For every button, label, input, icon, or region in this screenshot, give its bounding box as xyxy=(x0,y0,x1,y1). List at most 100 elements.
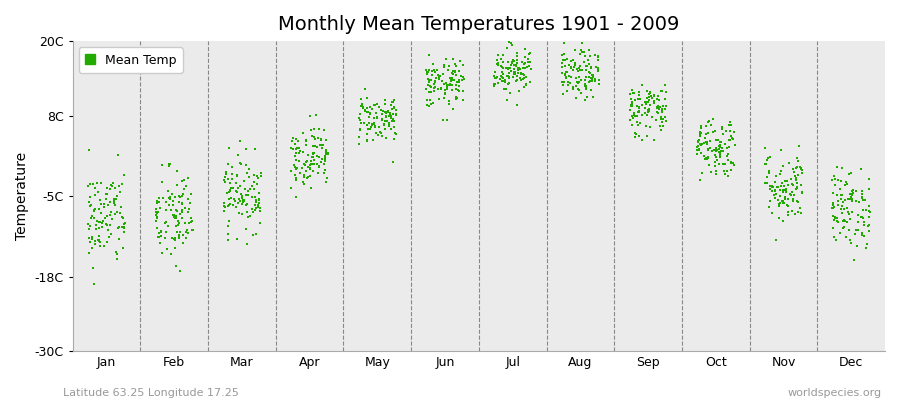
Point xyxy=(856,197,870,203)
Point xyxy=(85,236,99,242)
Point xyxy=(251,202,266,208)
Point xyxy=(303,165,318,171)
Point xyxy=(702,118,716,125)
Point xyxy=(795,170,809,176)
Point xyxy=(701,145,716,152)
Point xyxy=(352,134,366,140)
Point xyxy=(834,178,849,184)
Point xyxy=(176,177,191,183)
Point xyxy=(831,201,845,208)
Point xyxy=(649,104,663,111)
Point xyxy=(248,207,262,213)
Point xyxy=(353,117,367,124)
Point xyxy=(647,100,662,106)
Title: Monthly Mean Temperatures 1901 - 2009: Monthly Mean Temperatures 1901 - 2009 xyxy=(278,15,680,34)
Point xyxy=(249,205,264,212)
Point xyxy=(629,131,643,138)
Point xyxy=(292,150,307,156)
Point xyxy=(783,192,797,198)
Point xyxy=(712,152,726,158)
Point xyxy=(436,70,450,77)
Point xyxy=(111,152,125,158)
Point xyxy=(505,60,519,66)
Point xyxy=(650,108,664,115)
Point xyxy=(496,65,510,71)
Point xyxy=(423,82,437,89)
Point xyxy=(569,95,583,102)
Point xyxy=(454,77,469,84)
Point xyxy=(690,146,705,153)
Point xyxy=(152,234,166,240)
Point xyxy=(374,130,388,136)
Point xyxy=(162,194,176,200)
Point xyxy=(245,206,259,212)
Point xyxy=(787,182,801,188)
Point xyxy=(168,237,183,243)
Point xyxy=(423,89,437,96)
Point xyxy=(230,236,245,242)
Point xyxy=(846,187,860,194)
Point xyxy=(217,177,231,184)
Point xyxy=(579,67,593,73)
Point xyxy=(239,226,254,232)
Point xyxy=(375,110,390,117)
Point xyxy=(355,103,369,110)
Point xyxy=(515,59,529,66)
Point xyxy=(420,68,435,75)
Point xyxy=(722,122,736,128)
Point xyxy=(93,219,107,225)
Point xyxy=(239,170,254,177)
Point xyxy=(638,123,652,129)
Point xyxy=(362,120,376,126)
Point xyxy=(590,68,605,74)
Point xyxy=(493,56,508,62)
Point xyxy=(368,124,382,130)
Point xyxy=(521,59,535,66)
Point xyxy=(591,54,606,60)
Point xyxy=(842,227,857,233)
Point xyxy=(184,215,199,222)
Point xyxy=(842,196,857,202)
Point xyxy=(171,222,185,228)
Point xyxy=(859,207,873,213)
Point xyxy=(423,97,437,104)
Point xyxy=(694,130,708,136)
Point xyxy=(578,96,592,103)
Point xyxy=(163,161,177,168)
Point xyxy=(305,168,320,174)
Point xyxy=(520,64,535,70)
Point xyxy=(490,57,504,64)
Point xyxy=(508,62,522,68)
Point xyxy=(558,63,572,69)
Point xyxy=(651,104,665,110)
Point xyxy=(787,196,801,202)
Point xyxy=(430,67,445,73)
Point xyxy=(508,71,523,78)
Point xyxy=(789,177,804,183)
Point xyxy=(786,198,800,204)
Point xyxy=(827,217,842,224)
Point xyxy=(724,122,738,128)
Point xyxy=(713,148,727,155)
Point xyxy=(560,88,574,94)
Point xyxy=(292,158,307,165)
Point xyxy=(364,121,379,128)
Point xyxy=(849,188,863,194)
Point xyxy=(361,108,375,115)
Point xyxy=(834,196,849,202)
Point xyxy=(455,61,470,68)
Point xyxy=(86,265,100,271)
Point xyxy=(94,201,108,207)
Point xyxy=(513,75,527,81)
Point xyxy=(557,40,572,47)
Point xyxy=(790,180,805,186)
Point xyxy=(110,256,124,262)
Point xyxy=(627,90,642,96)
Point xyxy=(222,187,237,193)
Legend: Mean Temp: Mean Temp xyxy=(79,47,183,73)
Point xyxy=(290,145,304,151)
Point xyxy=(114,204,129,210)
Point xyxy=(179,235,194,242)
Point xyxy=(776,186,790,193)
Point xyxy=(175,200,189,206)
